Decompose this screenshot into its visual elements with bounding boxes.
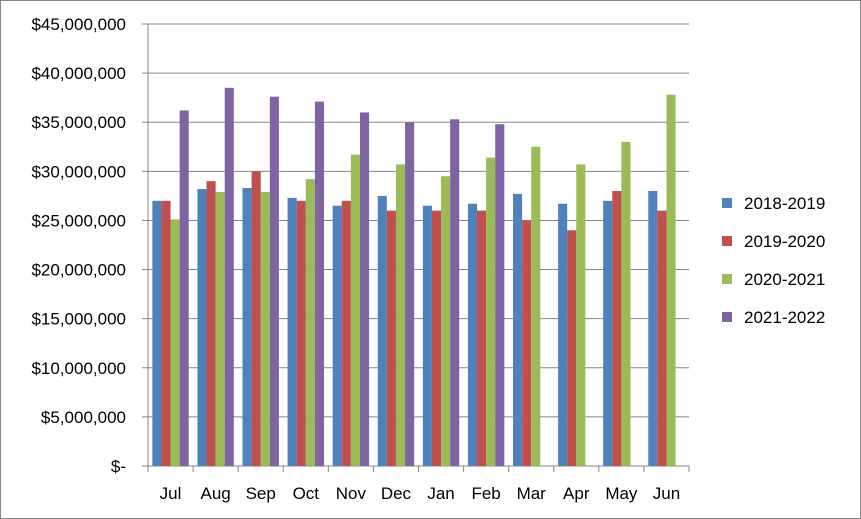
legend-label: 2019-2020	[744, 232, 825, 251]
bar-2019-2020-Mar	[522, 220, 532, 466]
bar-2021-2022-Feb	[495, 124, 505, 466]
legend-swatch	[722, 312, 732, 322]
bar-2021-2022-Oct	[314, 101, 324, 467]
bar-2019-2020-Feb	[477, 210, 487, 466]
bar-2019-2020-Jun	[657, 210, 667, 466]
bar-2020-2021-Oct	[305, 179, 315, 467]
bar-2020-2021-Jul	[170, 219, 180, 466]
bar-2018-2019-Jun	[648, 190, 658, 466]
bar-2020-2021-Jun	[666, 94, 676, 466]
bar-2018-2019-Nov	[332, 205, 342, 466]
x-tick-label: Apr	[563, 484, 590, 503]
bar-2020-2021-Feb	[486, 157, 496, 467]
y-tick-label: $5,000,000	[41, 408, 126, 427]
x-tick-label: Nov	[336, 484, 367, 503]
bar-2020-2021-Mar	[531, 146, 541, 466]
y-tick-label: $40,000,000	[31, 64, 126, 83]
bar-2021-2022-Dec	[405, 122, 415, 466]
bar-2021-2022-Aug	[224, 87, 234, 466]
bar-2021-2022-Jul	[179, 110, 189, 467]
y-tick-label: $45,000,000	[31, 15, 126, 34]
legend-swatch	[722, 236, 732, 246]
bar-2019-2020-Nov	[341, 200, 351, 467]
legend-swatch	[722, 274, 732, 284]
bar-2018-2019-Apr	[558, 203, 568, 466]
bar-2020-2021-May	[621, 141, 631, 466]
bar-2018-2019-Mar	[513, 193, 523, 466]
bar-2020-2021-Nov	[350, 154, 360, 466]
x-tick-label: Jun	[653, 484, 680, 503]
x-tick-label: Jul	[160, 484, 182, 503]
bar-2021-2022-Jan	[450, 119, 460, 466]
bar-2018-2019-Dec	[377, 195, 387, 466]
y-tick-label: $20,000,000	[31, 261, 126, 280]
legend-label: 2021-2022	[744, 308, 825, 327]
bar-2018-2019-May	[603, 200, 613, 467]
bar-2019-2020-Sep	[251, 171, 261, 467]
x-tick-label: Feb	[471, 484, 500, 503]
x-tick-label: Aug	[201, 484, 231, 503]
bar-2020-2021-Aug	[215, 191, 225, 466]
bar-2019-2020-May	[612, 190, 622, 466]
y-tick-label: $25,000,000	[31, 211, 126, 230]
bar-2018-2019-Aug	[197, 189, 207, 466]
x-tick-label: Sep	[246, 484, 276, 503]
x-tick-label: Dec	[381, 484, 412, 503]
bar-2020-2021-Dec	[395, 164, 406, 467]
bar-2019-2020-Aug	[206, 181, 216, 466]
y-tick-label: $30,000,000	[31, 162, 126, 181]
bar-2018-2019-Oct	[287, 197, 297, 466]
legend-label: 2018-2019	[744, 194, 825, 213]
x-tick-label: Oct	[293, 484, 320, 503]
bar-2019-2020-Oct	[296, 200, 306, 467]
bar-2018-2019-Jul	[152, 200, 162, 467]
bar-2020-2021-Jan	[441, 176, 451, 466]
bar-2019-2020-Apr	[567, 230, 577, 466]
bar-2018-2019-Jan	[422, 205, 432, 466]
bar-2018-2019-Sep	[242, 188, 252, 466]
bar-2020-2021-Sep	[260, 191, 270, 466]
x-tick-label: Jan	[427, 484, 454, 503]
y-tick-label: $10,000,000	[31, 359, 126, 378]
y-tick-label: $35,000,000	[31, 113, 126, 132]
x-tick-label: May	[605, 484, 638, 503]
y-tick-label: $-	[111, 457, 126, 476]
bar-2018-2019-Feb	[467, 203, 478, 466]
bar-2019-2020-Jan	[431, 210, 442, 466]
x-tick-label: Mar	[517, 484, 547, 503]
legend-label: 2020-2021	[744, 270, 825, 289]
bar-2020-2021-Apr	[576, 164, 586, 467]
y-tick-label: $15,000,000	[31, 310, 126, 329]
bar-2021-2022-Nov	[359, 112, 370, 467]
bar-2019-2020-Dec	[386, 210, 396, 466]
bar-2019-2020-Jul	[161, 200, 171, 467]
legend-swatch	[722, 198, 732, 208]
bar-2021-2022-Sep	[269, 96, 279, 466]
